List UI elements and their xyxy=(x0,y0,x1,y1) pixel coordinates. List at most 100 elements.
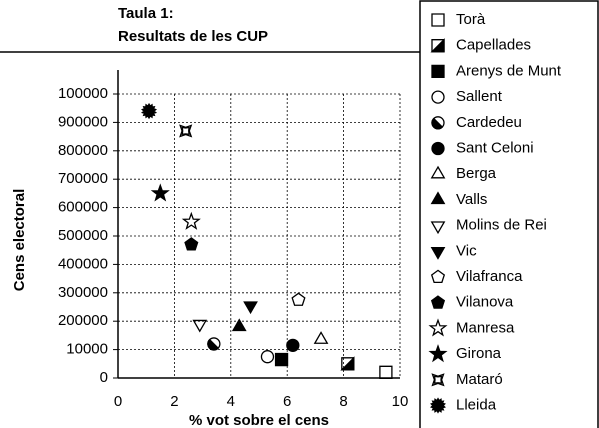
point xyxy=(150,183,170,202)
point xyxy=(192,319,208,333)
legend-marker-part xyxy=(430,221,446,235)
legend-label: Vic xyxy=(456,242,477,259)
legend-marker-part xyxy=(431,13,445,27)
x-tick-label: 10 xyxy=(392,393,409,410)
point-part xyxy=(231,318,247,332)
point-part xyxy=(243,301,258,315)
legend-label: Molins de Rei xyxy=(456,217,547,234)
point-part xyxy=(286,338,300,352)
point xyxy=(231,318,247,332)
point-part xyxy=(340,356,355,371)
legend-marker-part xyxy=(430,397,446,414)
legend-marker xyxy=(428,318,448,337)
y-tick-label: 10000 xyxy=(66,341,108,358)
legend-marker xyxy=(431,90,445,104)
legend-label: Valls xyxy=(456,191,487,208)
point-part xyxy=(260,350,275,364)
point xyxy=(184,237,199,251)
point-part xyxy=(141,102,158,120)
legend-label: Manresa xyxy=(456,319,515,336)
y-tick-label: 900000 xyxy=(58,113,108,130)
point xyxy=(179,124,193,138)
x-tick-label: 6 xyxy=(283,393,291,410)
point xyxy=(207,337,221,351)
legend-marker xyxy=(430,221,446,235)
legend-marker-part xyxy=(428,344,448,363)
point-part xyxy=(181,126,190,136)
legend-marker xyxy=(431,13,445,27)
point xyxy=(379,365,393,379)
chart-title: Taula 1: xyxy=(118,5,174,22)
legend-label: Cardedeu xyxy=(456,114,522,131)
point-part xyxy=(181,211,201,230)
x-axis-label: % vot sobre el cens xyxy=(189,412,329,428)
point-part xyxy=(179,124,193,138)
x-tick-label: 4 xyxy=(227,393,235,410)
point xyxy=(291,292,306,306)
legend-marker xyxy=(431,373,445,387)
legend-marker xyxy=(430,191,446,205)
y-tick-label: 500000 xyxy=(58,227,108,244)
x-tick-label: 8 xyxy=(339,393,347,410)
legend-label: Girona xyxy=(456,345,502,362)
y-tick-label: 200000 xyxy=(58,312,108,329)
x-tick-label: 2 xyxy=(170,393,178,410)
legend-marker xyxy=(431,141,445,156)
y-tick-label: 700000 xyxy=(58,170,108,187)
point-part xyxy=(207,338,220,351)
point-part xyxy=(184,237,199,251)
point-part xyxy=(291,292,306,306)
point xyxy=(313,331,329,344)
legend-marker xyxy=(428,344,448,363)
point xyxy=(141,102,158,120)
legend-marker-part xyxy=(430,269,446,283)
legend-marker-part xyxy=(430,38,445,53)
legend-marker-part xyxy=(431,90,445,104)
point xyxy=(181,211,201,230)
chart-title: Resultats de les CUP xyxy=(118,28,268,45)
point xyxy=(274,352,289,367)
legend-label: Mataró xyxy=(456,371,503,388)
y-axis-label: Cens electoral xyxy=(11,189,28,292)
legend-marker xyxy=(430,165,446,179)
legend-marker-part xyxy=(430,165,446,179)
legend-marker xyxy=(430,397,446,414)
legend-marker xyxy=(430,38,445,53)
legend-label: Sant Celoni xyxy=(456,139,534,156)
legend-label: Capellades xyxy=(456,37,531,54)
legend-marker-part xyxy=(433,375,443,384)
point xyxy=(340,356,355,371)
legend-marker-part xyxy=(431,373,445,387)
point-part xyxy=(150,183,170,202)
legend-marker-part xyxy=(430,295,446,309)
y-tick-label: 300000 xyxy=(58,284,108,301)
y-tick-label: 800000 xyxy=(58,142,108,159)
legend-marker xyxy=(430,269,446,283)
legend-marker-part xyxy=(428,318,448,337)
legend-label: Berga xyxy=(456,165,497,182)
legend-marker xyxy=(431,116,445,130)
point-part xyxy=(313,331,329,344)
point xyxy=(243,301,258,315)
legend-label: Arenys de Munt xyxy=(456,62,562,79)
y-tick-label: 600000 xyxy=(58,199,108,216)
legend-marker-part xyxy=(431,64,445,79)
legend-marker-part xyxy=(430,247,446,260)
legend-marker-part xyxy=(431,141,445,156)
legend-label: Vilafranca xyxy=(456,268,523,285)
legend-label: Sallent xyxy=(456,88,503,105)
legend-label: Torà xyxy=(456,11,486,28)
legend-marker-part xyxy=(430,191,446,205)
point-part xyxy=(192,319,208,333)
legend-marker xyxy=(430,247,446,260)
y-tick-label: 0 xyxy=(100,369,108,386)
point xyxy=(286,338,300,352)
point-part xyxy=(274,352,289,367)
point-part xyxy=(379,365,393,379)
legend-marker-part xyxy=(431,117,444,130)
legend-marker xyxy=(431,64,445,79)
legend-marker xyxy=(430,295,446,309)
y-tick-label: 400000 xyxy=(58,255,108,272)
legend-box xyxy=(419,0,599,428)
